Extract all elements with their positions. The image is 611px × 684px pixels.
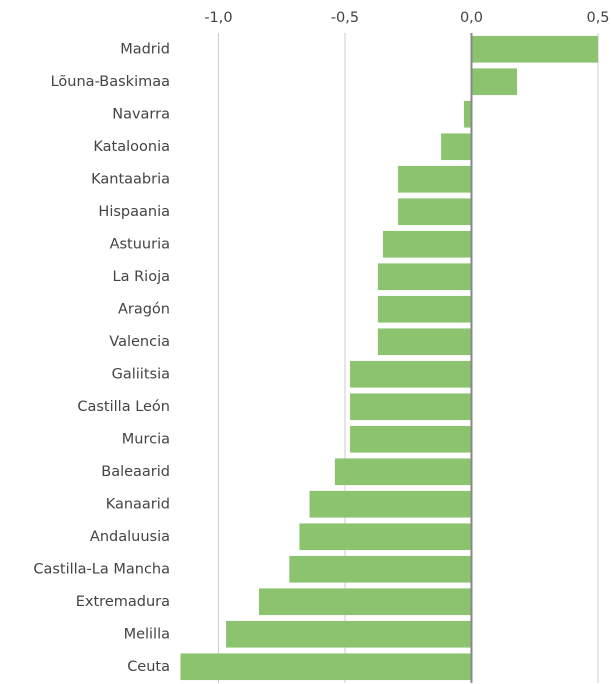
y-tick-label: Madrid [120,41,170,57]
y-tick-label: Murcia [122,431,170,447]
bar [382,230,472,258]
y-tick-label: La Rioja [113,269,170,285]
x-tick-label: 0,0 [460,10,483,26]
bar [180,653,472,681]
y-tick-label: Navarra [112,106,170,122]
bar [377,263,472,291]
bar [350,393,472,421]
bar [226,620,472,648]
bar [289,555,472,583]
y-tick-label: Ceuta [127,659,170,675]
bar [377,328,472,356]
y-tick-label: Andaluusia [90,529,170,545]
x-tick-label: -1,0 [204,10,232,26]
bar [463,100,472,128]
y-tick-label: Extremadura [76,594,170,610]
y-tick-label: Baleaarid [101,464,170,480]
bar [299,523,472,551]
bar [471,35,598,63]
y-tick-label: Castilla León [77,399,170,415]
y-tick-label: Astuuria [110,236,170,252]
x-tick-label: -0,5 [331,10,359,26]
y-tick-label: Lõuna-Baskimaa [51,74,170,90]
y-tick-label: Aragón [118,301,170,317]
bar [398,198,472,226]
bar [471,68,518,96]
bar [350,425,472,453]
x-tick-label: 0,5 [586,10,609,26]
y-tick-label: Hispaania [98,204,170,220]
bar [441,133,472,161]
bar [334,458,472,486]
y-tick-label: Kanaarid [106,496,170,512]
y-tick-label: Kantaabria [91,171,170,187]
y-tick-label: Galiitsia [112,366,170,382]
y-tick-label: Castilla-La Mancha [33,561,170,577]
y-tick-label: Melilla [124,626,170,642]
y-tick-label: Valencia [109,334,170,350]
bar [398,165,472,193]
bar [309,490,472,518]
bar [258,588,472,616]
bar [350,360,472,388]
bar [377,295,472,323]
y-tick-label: Kataloonia [93,139,170,155]
